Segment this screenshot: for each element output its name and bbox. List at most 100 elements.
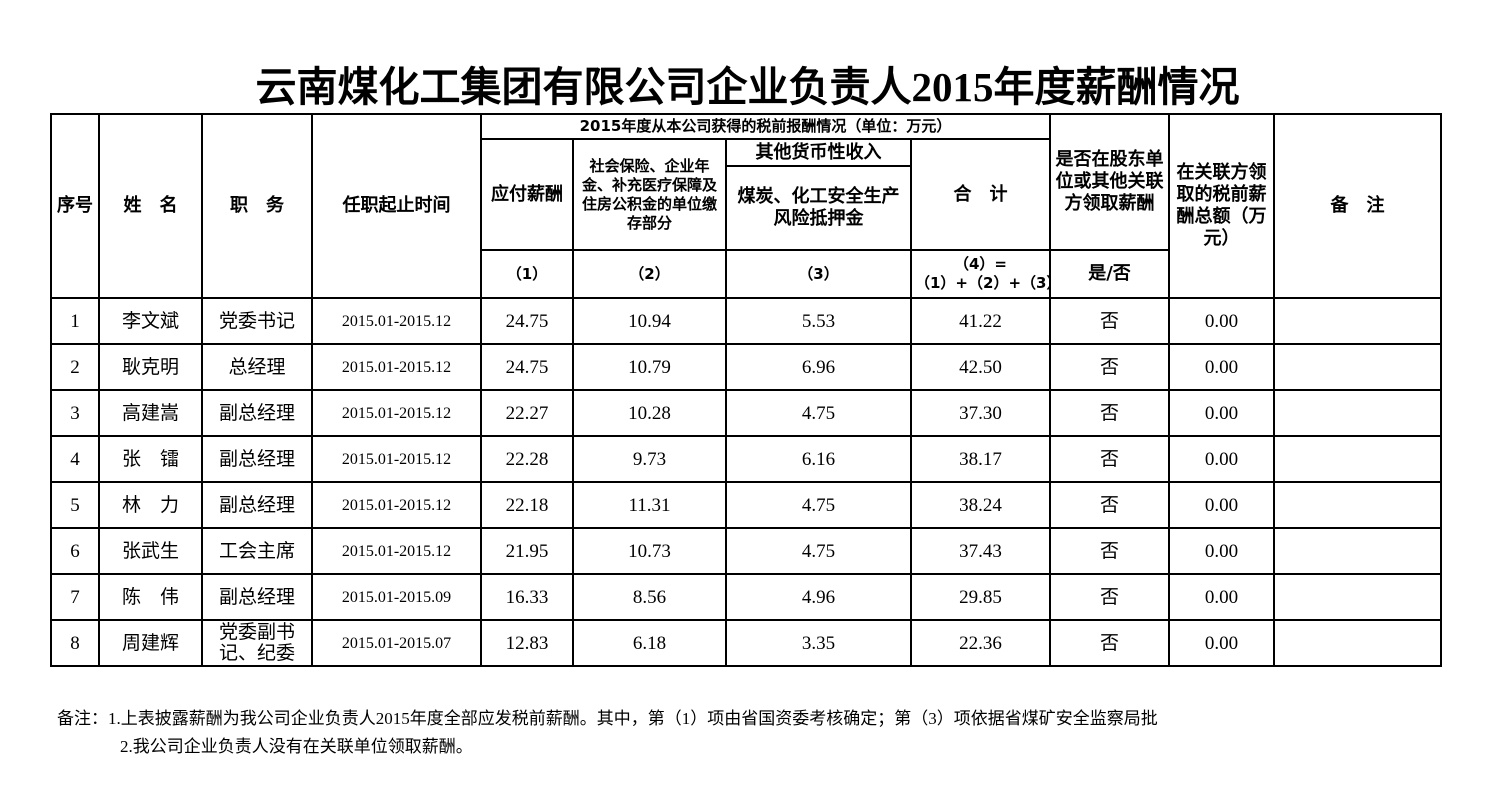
empty-cell — [1273, 297, 1443, 345]
header-cell: （3） — [725, 249, 912, 299]
header-cell: 社会保险、企业年金、补充医疗保障及住房公积金的单位缴存部分 — [572, 138, 727, 251]
table-cell: 副总经理 — [201, 573, 313, 621]
table-cell: 16.33 — [480, 573, 574, 621]
table-cell: 否 — [1049, 481, 1171, 529]
table-cell: 1 — [50, 297, 100, 345]
table-row: 8 周建辉 党委副书记、纪委 2015.01-2015.07 12.83 6.18 3.35… — [50, 619, 1443, 667]
table-cell: 37.30 — [909, 389, 1052, 437]
table-cell: 5.53 — [725, 297, 912, 345]
note: 2.我公司企业负责人没有在关联单位领取薪酬。 — [120, 737, 473, 756]
header-cell: 合 计 — [909, 138, 1052, 251]
table-cell: 38.17 — [909, 435, 1052, 483]
table-cell: 0.00 — [1168, 435, 1276, 483]
table-cell: 2015.01-2015.12 — [311, 389, 482, 437]
table-cell: 0.00 — [1168, 297, 1276, 345]
table-cell: 12.83 — [480, 619, 574, 667]
header-cell: 职 务 — [201, 113, 313, 299]
header-cell: 煤炭、化工安全生产风险抵押金 — [725, 165, 912, 251]
table-cell: 2015.01-2015.12 — [311, 481, 482, 529]
table-cell: 10.94 — [572, 297, 727, 345]
header-cell: 其他货币性收入 — [725, 138, 912, 167]
table-cell: 2015.01-2015.12 — [311, 343, 482, 391]
table-cell: 否 — [1049, 343, 1171, 391]
header-cell: 任职起止时间 — [311, 113, 482, 299]
table-cell: 10.28 — [572, 389, 727, 437]
table-cell: 22.36 — [909, 619, 1052, 667]
header-cell: 备 注 — [1273, 113, 1443, 299]
table-cell: 副总经理 — [201, 481, 313, 529]
table-cell: 10.73 — [572, 527, 727, 575]
table-cell: 22.27 — [480, 389, 574, 437]
table-cell: 41.22 — [909, 297, 1052, 345]
table-cell: 耿克明 — [98, 343, 203, 391]
table-cell: 否 — [1049, 527, 1171, 575]
table-cell: 29.85 — [909, 573, 1052, 621]
table-cell: 党委书记 — [201, 297, 313, 345]
table-cell: 4.75 — [725, 389, 912, 437]
table-cell: 工会主席 — [201, 527, 313, 575]
table-cell: 38.24 — [909, 481, 1052, 529]
table-cell: 0.00 — [1168, 527, 1276, 575]
table-cell: 22.28 — [480, 435, 574, 483]
table-cell: 0.00 — [1168, 389, 1276, 437]
table-cell: 9.73 — [572, 435, 727, 483]
table-cell: 10.79 — [572, 343, 727, 391]
table-cell: 11.31 — [572, 481, 727, 529]
empty-cell — [1273, 343, 1443, 391]
table-cell: 2015.01-2015.09 — [311, 573, 482, 621]
table-cell: 0.00 — [1168, 619, 1276, 667]
header-cell: 2015年度从本公司获得的税前报酬情况（单位：万元） — [479, 113, 1052, 140]
header-cell: 序号 — [50, 113, 100, 299]
header-cell: （4）=（1）+（2）+（3） — [909, 249, 1052, 299]
table-cell: 2015.01-2015.07 — [311, 619, 482, 667]
table-cell: 3 — [50, 389, 100, 437]
table-cell: 否 — [1049, 619, 1171, 667]
table-cell: 6.96 — [725, 343, 912, 391]
table-cell: 4 — [50, 435, 100, 483]
table-cell: 高建嵩 — [98, 389, 203, 437]
table-cell: 张武生 — [98, 527, 203, 575]
table-cell: 4.96 — [725, 573, 912, 621]
table-cell: 24.75 — [480, 297, 574, 345]
table-cell: 否 — [1049, 435, 1171, 483]
table-cell: 0.00 — [1168, 573, 1276, 621]
table-cell: 副总经理 — [201, 435, 313, 483]
table-row: 2 耿克明 总经理 2015.01-2015.12 24.75 10.79 6.96 42.5… — [50, 343, 1443, 391]
table-row: 6 张武生 工会主席 2015.01-2015.12 21.95 10.73 4.75 37.… — [50, 527, 1443, 575]
empty-cell — [1273, 619, 1443, 667]
table-cell: 总经理 — [201, 343, 313, 391]
table-cell: 否 — [1049, 573, 1171, 621]
table-cell: 党委副书记、纪委 — [201, 619, 313, 667]
table-body: 1 李文斌 党委书记 2015.01-2015.12 24.75 10.94 5.53 41.… — [50, 297, 1443, 667]
header-cell: 是/否 — [1049, 249, 1171, 299]
table-cell: 42.50 — [909, 343, 1052, 391]
empty-cell — [1273, 527, 1443, 575]
table-cell: 4.75 — [725, 481, 912, 529]
header-cell: 姓 名 — [98, 113, 203, 299]
table-cell: 0.00 — [1168, 481, 1276, 529]
table-cell: 21.95 — [480, 527, 574, 575]
table-cell: 6 — [50, 527, 100, 575]
table-cell: 5 — [50, 481, 100, 529]
empty-cell — [1273, 389, 1443, 437]
table-cell: 2015.01-2015.12 — [311, 435, 482, 483]
header-cell: （2） — [572, 249, 727, 299]
table-cell: 7 — [50, 573, 100, 621]
table-cell: 3.35 — [725, 619, 912, 667]
table-row: 3 高建嵩 副总经理 2015.01-2015.12 22.27 10.28 4.75 37.… — [50, 389, 1443, 437]
note: 1.上表披露薪酬为我公司企业负责人2015年度全部应发税前薪酬。其中，第（1）项… — [108, 709, 1158, 728]
table-cell: 2 — [50, 343, 100, 391]
table-cell: 林 力 — [98, 481, 203, 529]
notes: 备注：1.上表披露薪酬为我公司企业负责人2015年度全部应发税前薪酬。其中，第（… — [57, 705, 1158, 761]
table-cell: 副总经理 — [201, 389, 313, 437]
table-cell: 4.75 — [725, 527, 912, 575]
table-cell: 8.56 — [572, 573, 727, 621]
table-cell: 6.18 — [572, 619, 727, 667]
header-cell: 应付薪酬 — [480, 138, 574, 251]
header-cell: （1） — [480, 249, 574, 299]
table-cell: 6.16 — [725, 435, 912, 483]
header-cell: 是否在股东单位或其他关联方领取薪酬 — [1049, 113, 1171, 251]
